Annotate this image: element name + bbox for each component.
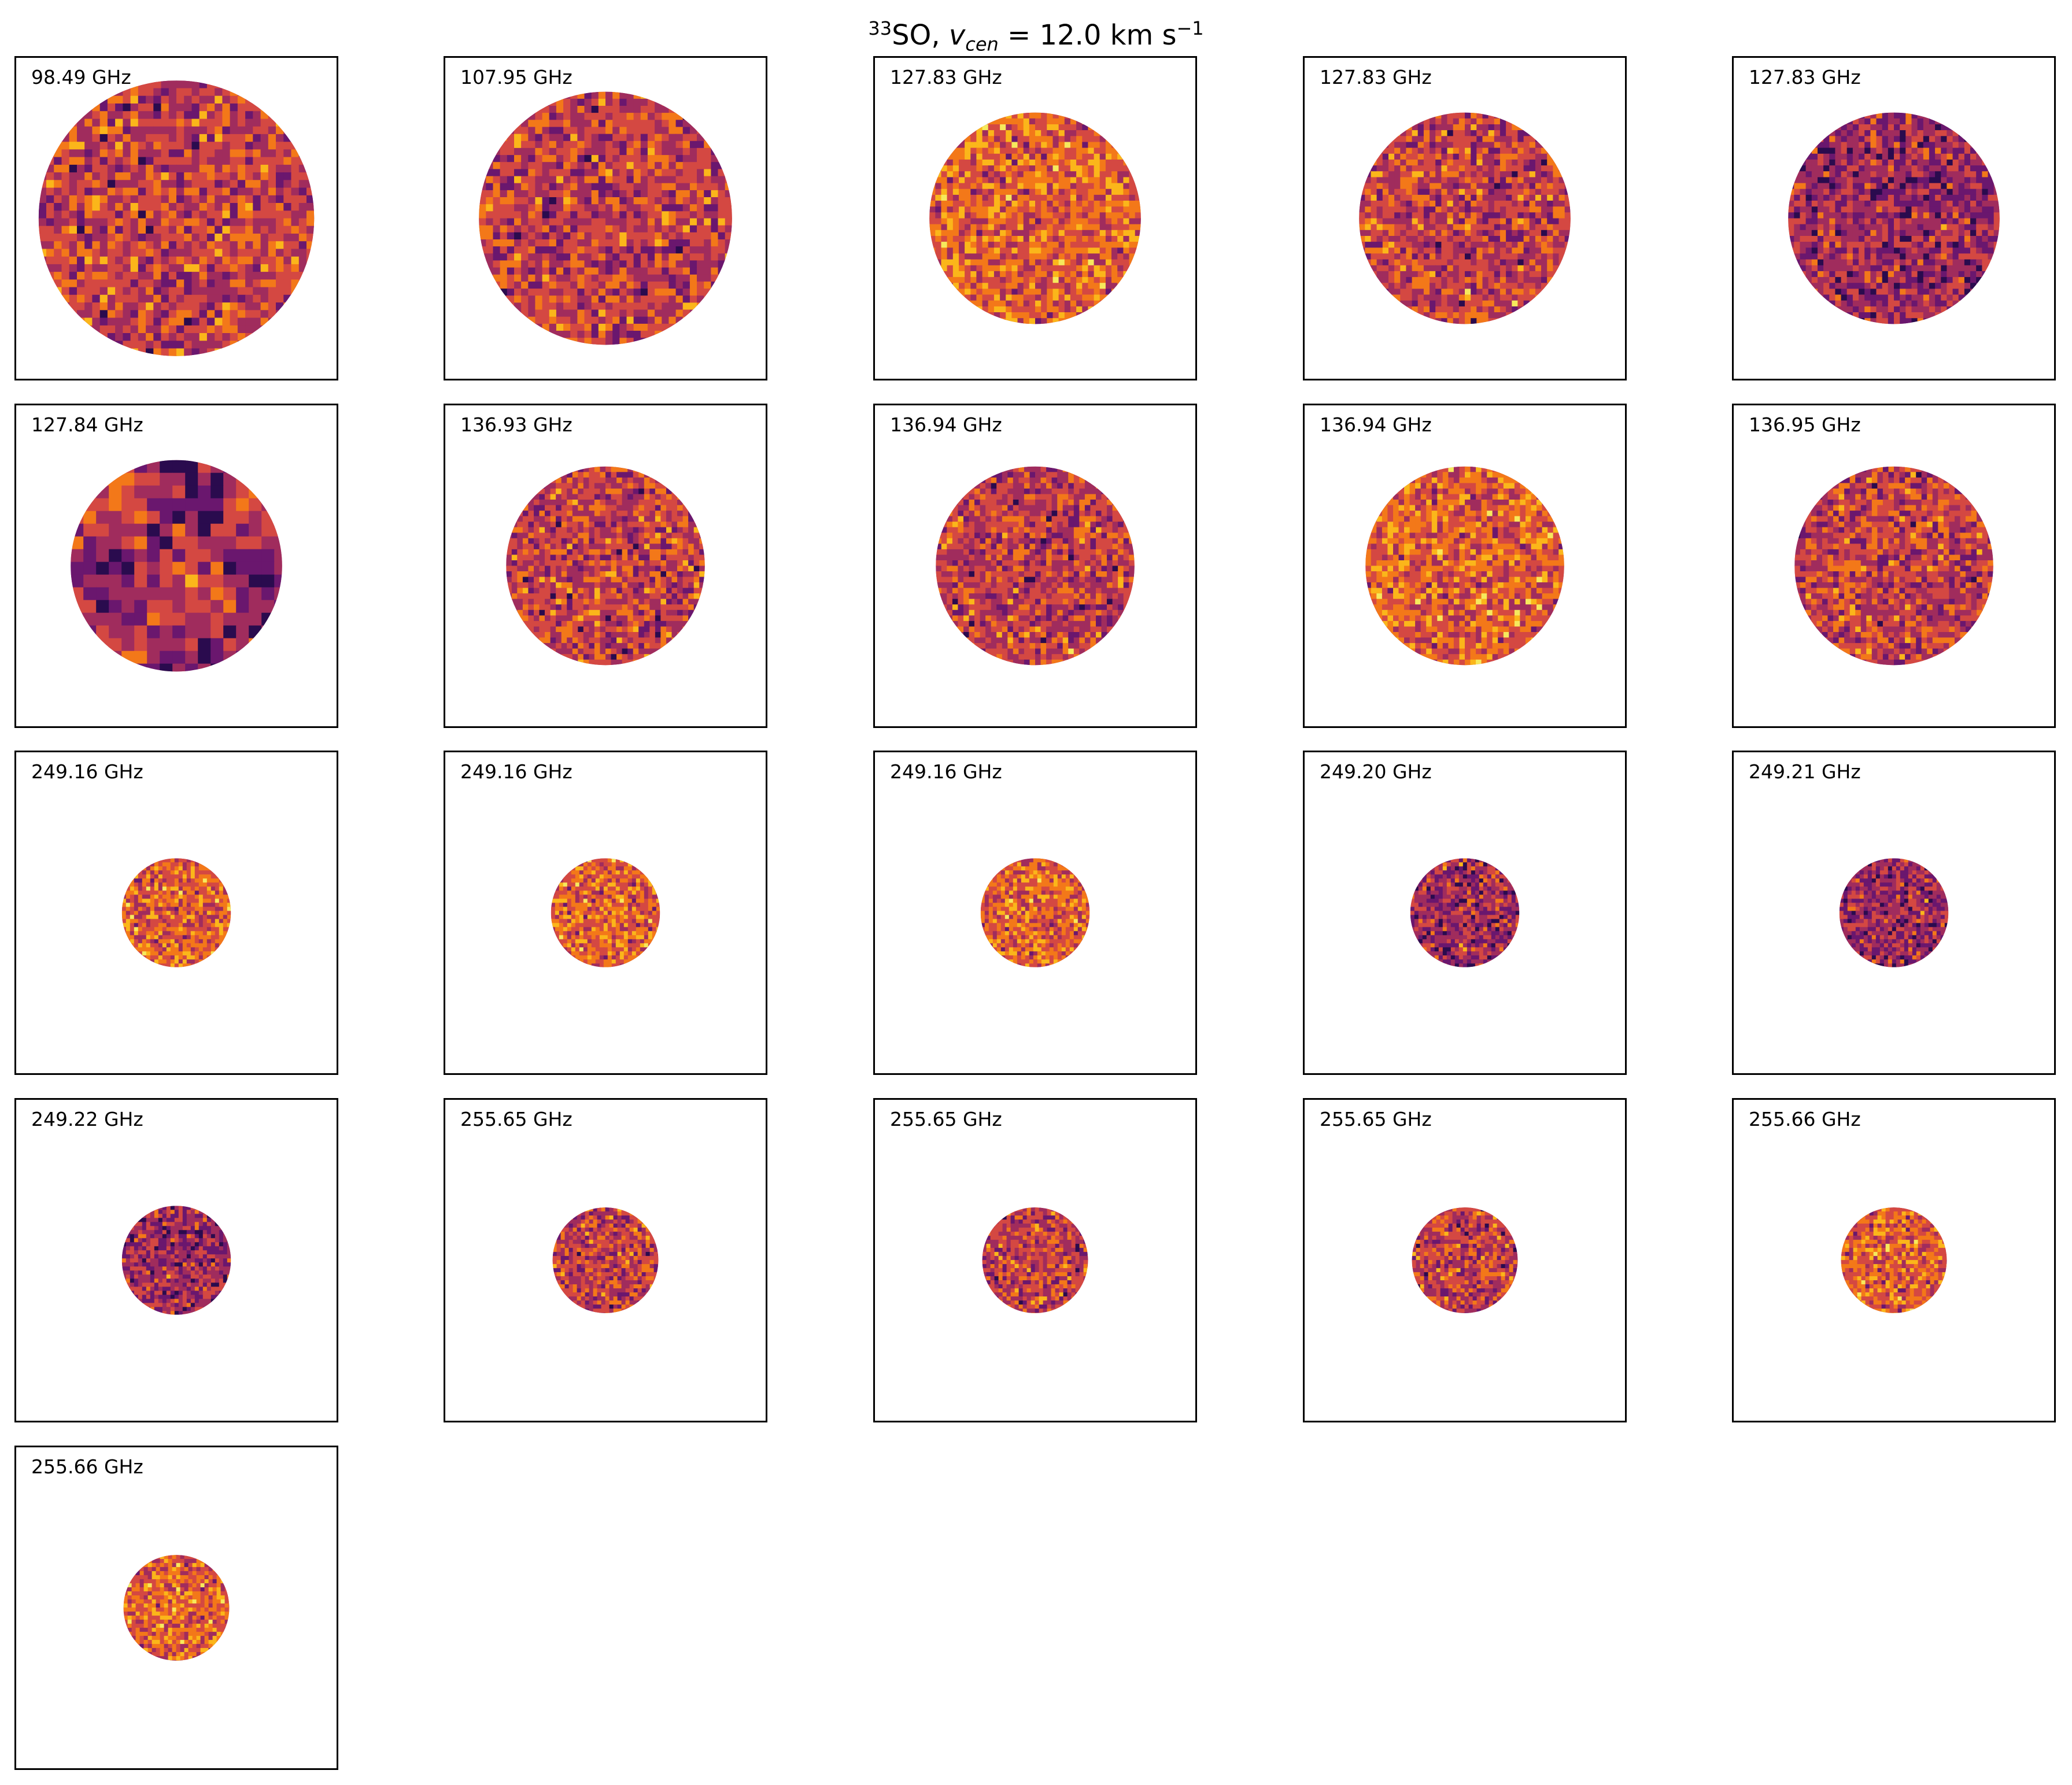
title-rest: = 12.0 km s — [999, 19, 1176, 51]
panel-frequency-label: 249.16 GHz — [460, 760, 573, 784]
panel-frequency-label: 255.65 GHz — [1320, 1108, 1432, 1131]
channel-map-panel: 249.20 GHz — [1303, 751, 1627, 1075]
panel-frequency-label: 136.93 GHz — [460, 413, 573, 437]
channel-map-panel: 249.16 GHz — [14, 751, 338, 1075]
channel-map-panel: 136.94 GHz — [873, 404, 1197, 728]
channel-map-panel: 127.83 GHz — [1303, 56, 1627, 380]
emission-map — [552, 1207, 659, 1313]
emission-map — [1365, 466, 1564, 666]
channel-map-panel: 249.16 GHz — [444, 751, 767, 1075]
beam-disk — [38, 80, 315, 356]
emission-map — [123, 1555, 230, 1661]
panel-frequency-label: 249.22 GHz — [31, 1108, 143, 1131]
beam-disk — [551, 858, 660, 967]
emission-map — [1412, 1207, 1518, 1313]
emission-map — [936, 466, 1135, 666]
channel-map-panel: 127.84 GHz — [14, 404, 338, 728]
channel-map-panel: 136.94 GHz — [1303, 404, 1627, 728]
beam-disk — [1841, 1207, 1947, 1313]
title-var: v — [949, 19, 965, 51]
channel-map-panel: 255.66 GHz — [1732, 1098, 2056, 1422]
title-var-sub: cen — [965, 34, 999, 56]
beam-disk — [71, 460, 282, 672]
beam-disk — [1794, 466, 1993, 666]
emission-map — [1794, 466, 1993, 666]
channel-map-panel: 249.22 GHz — [14, 1098, 338, 1422]
beam-disk — [123, 1555, 230, 1661]
panel-frequency-label: 255.65 GHz — [460, 1108, 573, 1131]
emission-map — [71, 460, 282, 672]
panel-frequency-label: 98.49 GHz — [31, 66, 131, 89]
channel-map-panel: 127.83 GHz — [1732, 56, 2056, 380]
beam-disk — [936, 466, 1135, 666]
title-isotope: 33 — [868, 17, 892, 39]
panel-frequency-label: 255.65 GHz — [890, 1108, 1002, 1131]
emission-map — [1841, 1207, 1947, 1313]
channel-map-panel: 249.21 GHz — [1732, 751, 2056, 1075]
emission-map — [551, 858, 660, 967]
channel-map-panel: 98.49 GHz — [14, 56, 338, 380]
channel-map-panel: 255.65 GHz — [444, 1098, 767, 1422]
channel-map-panel: 249.16 GHz — [873, 751, 1197, 1075]
emission-map — [1788, 112, 2000, 324]
emission-map — [38, 80, 315, 356]
emission-map — [1359, 112, 1571, 324]
panel-frequency-label: 136.94 GHz — [1320, 413, 1432, 437]
beam-disk — [982, 1207, 1088, 1313]
channel-map-panel: 255.66 GHz — [14, 1446, 338, 1770]
beam-disk — [506, 466, 705, 666]
channel-map-panel: 255.65 GHz — [1303, 1098, 1627, 1422]
panel-frequency-label: 255.66 GHz — [1749, 1108, 1861, 1131]
beam-disk — [121, 1206, 231, 1315]
panel-frequency-label: 249.21 GHz — [1749, 760, 1861, 784]
chart-title: 33SO, vcen = 12.0 km s−1 — [0, 8, 2072, 56]
title-species: SO, — [892, 19, 949, 51]
panel-frequency-label: 127.83 GHz — [890, 66, 1002, 89]
panel-frequency-label: 249.16 GHz — [31, 760, 143, 784]
beam-disk — [121, 858, 231, 967]
beam-disk — [929, 112, 1141, 324]
panel-frequency-label: 136.95 GHz — [1749, 413, 1861, 437]
emission-map — [121, 1206, 231, 1315]
channel-map-panel: 136.93 GHz — [444, 404, 767, 728]
emission-map — [1410, 858, 1520, 967]
panel-frequency-label: 249.16 GHz — [890, 760, 1002, 784]
channel-map-panel: 136.95 GHz — [1732, 404, 2056, 728]
beam-disk — [1412, 1207, 1518, 1313]
emission-map — [479, 91, 732, 345]
emission-map — [929, 112, 1141, 324]
beam-disk — [1839, 858, 1949, 967]
emission-map — [982, 1207, 1088, 1313]
emission-map — [506, 466, 705, 666]
beam-disk — [1410, 858, 1520, 967]
panel-frequency-label: 136.94 GHz — [890, 413, 1002, 437]
panel-frequency-label: 127.83 GHz — [1320, 66, 1432, 89]
emission-map — [121, 858, 231, 967]
panel-frequency-label: 107.95 GHz — [460, 66, 573, 89]
channel-map-panel: 127.83 GHz — [873, 56, 1197, 380]
channel-map-panel: 107.95 GHz — [444, 56, 767, 380]
emission-map — [1839, 858, 1949, 967]
channel-map-panel: 255.65 GHz — [873, 1098, 1197, 1422]
title-exp: −1 — [1176, 17, 1203, 39]
beam-disk — [479, 91, 732, 345]
beam-disk — [1788, 112, 2000, 324]
panel-frequency-label: 249.20 GHz — [1320, 760, 1432, 784]
panel-frequency-label: 255.66 GHz — [31, 1455, 143, 1479]
panel-frequency-label: 127.83 GHz — [1749, 66, 1861, 89]
beam-disk — [1365, 466, 1564, 666]
beam-disk — [980, 858, 1090, 967]
emission-map — [980, 858, 1090, 967]
panel-frequency-label: 127.84 GHz — [31, 413, 143, 437]
beam-disk — [552, 1207, 659, 1313]
beam-disk — [1359, 112, 1571, 324]
